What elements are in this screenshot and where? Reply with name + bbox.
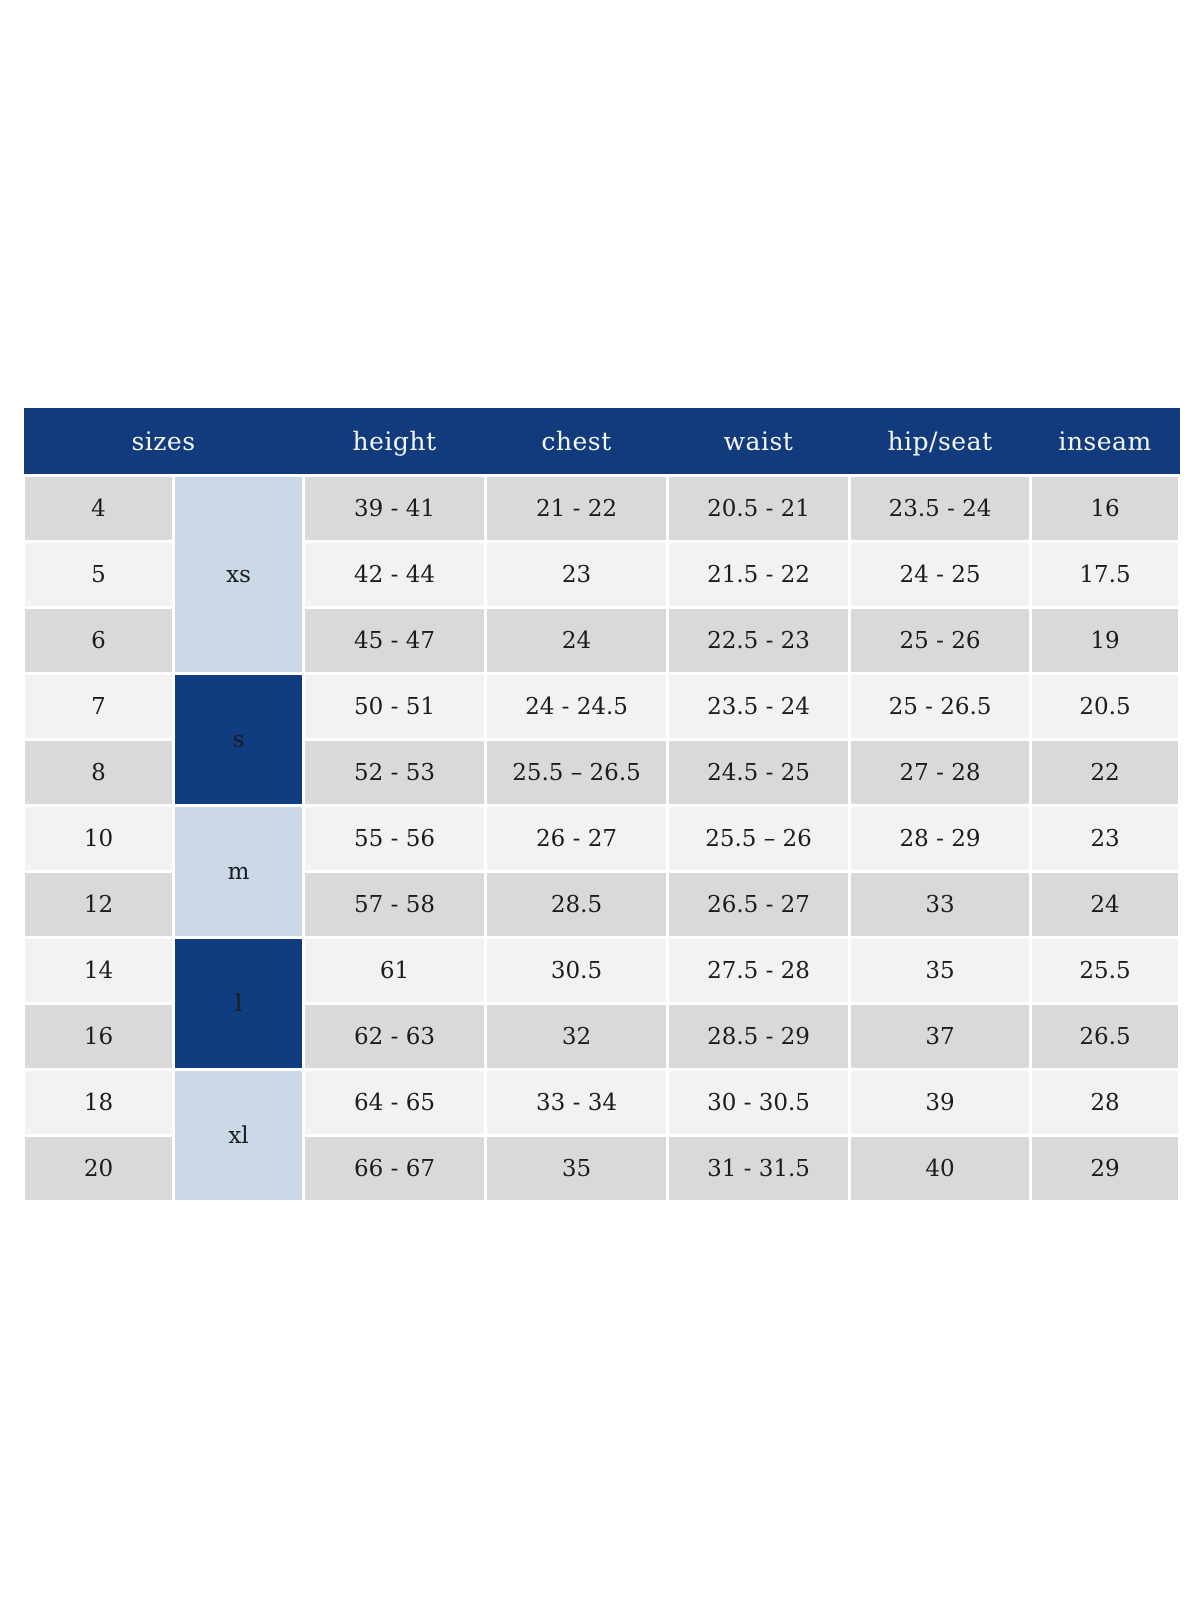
chest-cell: 35: [484, 1134, 669, 1203]
size-cell: 7: [22, 672, 175, 741]
chest-cell: 24: [484, 606, 669, 675]
hip-seat-cell: 40: [848, 1134, 1032, 1203]
chest-cell: 21 - 22: [484, 474, 669, 543]
hip-seat-cell: 33: [848, 870, 1032, 939]
size-group-xl: xl: [172, 1068, 305, 1203]
size-group-l: l: [172, 936, 305, 1071]
table-row: 16 62 - 63 32 28.5 - 29 37 26.5: [22, 1002, 1181, 1071]
height-cell: 55 - 56: [302, 804, 487, 873]
chest-cell: 28.5: [484, 870, 669, 939]
inseam-cell: 19: [1029, 606, 1181, 675]
hip-seat-cell: 28 - 29: [848, 804, 1032, 873]
inseam-cell: 25.5: [1029, 936, 1181, 1005]
inseam-cell: 17.5: [1029, 540, 1181, 609]
table-row: 18 xl 64 - 65 33 - 34 30 - 30.5 39 28: [22, 1068, 1181, 1203]
chest-cell: 30.5: [484, 936, 669, 1005]
size-cell: 8: [22, 738, 175, 807]
table-row: 7 s 50 - 51 24 - 24.5 23.5 - 24 25 - 26.…: [22, 672, 1181, 807]
hip-seat-cell: 25 - 26: [848, 606, 1032, 675]
inseam-cell: 28: [1029, 1068, 1181, 1137]
hip-seat-cell: 35: [848, 936, 1032, 1005]
chest-cell: 33 - 34: [484, 1068, 669, 1137]
col-header-waist: waist: [667, 408, 850, 476]
waist-cell: 27.5 - 28: [666, 936, 851, 1005]
table-row: 5 42 - 44 23 21.5 - 22 24 - 25 17.5: [22, 540, 1181, 609]
height-cell: 66 - 67: [302, 1134, 487, 1203]
waist-cell: 24.5 - 25: [666, 738, 851, 807]
waist-cell: 26.5 - 27: [666, 870, 851, 939]
size-cell: 14: [22, 936, 175, 1005]
size-chart: sizes height chest waist hip/seat inseam…: [22, 408, 1181, 1203]
size-cell: 18: [22, 1068, 175, 1137]
hip-seat-cell: 23.5 - 24: [848, 474, 1032, 543]
table-row: 14 l 61 30.5 27.5 - 28 35 25.5: [22, 936, 1181, 1071]
col-header-sizes: sizes: [23, 408, 304, 476]
chest-cell: 25.5 – 26.5: [484, 738, 669, 807]
size-cell: 4: [22, 474, 175, 543]
table-row: 10 m 55 - 56 26 - 27 25.5 – 26 28 - 29 2…: [22, 804, 1181, 939]
table-row: 12 57 - 58 28.5 26.5 - 27 33 24: [22, 870, 1181, 939]
table-row: 20 66 - 67 35 31 - 31.5 40 29: [22, 1134, 1181, 1203]
col-header-height: height: [303, 408, 486, 476]
height-cell: 39 - 41: [302, 474, 487, 543]
height-cell: 50 - 51: [302, 672, 487, 741]
header-row: sizes height chest waist hip/seat inseam: [23, 408, 1180, 476]
col-header-inseam: inseam: [1030, 408, 1180, 476]
chest-cell: 24 - 24.5: [484, 672, 669, 741]
size-group-xs: xs: [172, 474, 305, 675]
inseam-cell: 22: [1029, 738, 1181, 807]
waist-cell: 21.5 - 22: [666, 540, 851, 609]
hip-seat-cell: 24 - 25: [848, 540, 1032, 609]
hip-seat-cell: 39: [848, 1068, 1032, 1137]
waist-cell: 25.5 – 26: [666, 804, 851, 873]
chest-cell: 32: [484, 1002, 669, 1071]
waist-cell: 30 - 30.5: [666, 1068, 851, 1137]
hip-seat-cell: 37: [848, 1002, 1032, 1071]
height-cell: 52 - 53: [302, 738, 487, 807]
size-cell: 6: [22, 606, 175, 675]
waist-cell: 23.5 - 24: [666, 672, 851, 741]
size-cell: 16: [22, 1002, 175, 1071]
height-cell: 64 - 65: [302, 1068, 487, 1137]
waist-cell: 31 - 31.5: [666, 1134, 851, 1203]
size-cell: 5: [22, 540, 175, 609]
size-cell: 10: [22, 804, 175, 873]
inseam-cell: 26.5: [1029, 1002, 1181, 1071]
table-row: 6 45 - 47 24 22.5 - 23 25 - 26 19: [22, 606, 1181, 675]
size-cell: 12: [22, 870, 175, 939]
size-group-m: m: [172, 804, 305, 939]
chest-cell: 23: [484, 540, 669, 609]
table-row: 4 xs 39 - 41 21 - 22 20.5 - 21 23.5 - 24…: [22, 474, 1181, 675]
inseam-cell: 24: [1029, 870, 1181, 939]
table-row: 8 52 - 53 25.5 – 26.5 24.5 - 25 27 - 28 …: [22, 738, 1181, 807]
inseam-cell: 20.5: [1029, 672, 1181, 741]
height-cell: 45 - 47: [302, 606, 487, 675]
height-cell: 61: [302, 936, 487, 1005]
inseam-cell: 29: [1029, 1134, 1181, 1203]
height-cell: 42 - 44: [302, 540, 487, 609]
inseam-cell: 23: [1029, 804, 1181, 873]
height-cell: 57 - 58: [302, 870, 487, 939]
waist-cell: 28.5 - 29: [666, 1002, 851, 1071]
chest-cell: 26 - 27: [484, 804, 669, 873]
waist-cell: 22.5 - 23: [666, 606, 851, 675]
height-cell: 62 - 63: [302, 1002, 487, 1071]
waist-cell: 20.5 - 21: [666, 474, 851, 543]
hip-seat-cell: 25 - 26.5: [848, 672, 1032, 741]
size-group-s: s: [172, 672, 305, 807]
size-chart-table: sizes height chest waist hip/seat inseam…: [22, 408, 1181, 1203]
col-header-hip-seat: hip/seat: [849, 408, 1031, 476]
hip-seat-cell: 27 - 28: [848, 738, 1032, 807]
inseam-cell: 16: [1029, 474, 1181, 543]
size-cell: 20: [22, 1134, 175, 1203]
col-header-chest: chest: [485, 408, 668, 476]
